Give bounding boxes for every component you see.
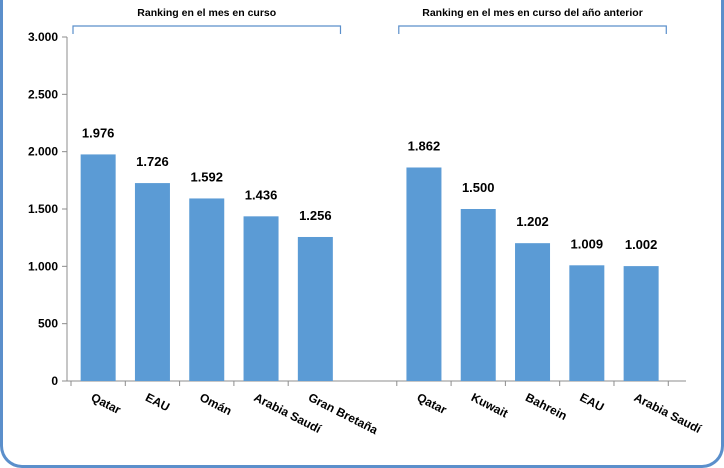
bar [406,167,442,381]
data-label: 1.002 [625,237,658,252]
y-tick-label: 2.500 [28,87,58,101]
bars: 1.976 1.726 1.592 1.436 1.256 1.862 1.500 1.202… [80,125,659,381]
bar [134,183,170,381]
data-label: 1.202 [516,214,549,229]
group-bracket [398,25,667,34]
data-label: 1.256 [299,208,332,223]
y-tick-label: 3.000 [28,30,58,44]
y-tick-label: 0 [51,374,58,388]
x-tick-label: EAU [143,390,172,414]
y-tick-label: 1.500 [28,202,58,216]
bar [189,198,225,381]
group-headers: Ranking en el mes en curso Ranking en el … [72,7,667,34]
x-tick-label: Omán [197,390,234,418]
bar [460,209,496,381]
bar [623,266,659,381]
y-tick-label: 1.000 [28,259,58,273]
x-tick-label: Bahrein [523,390,569,423]
bar [515,243,551,381]
data-label: 1.500 [462,180,495,195]
group-bracket [72,25,342,34]
data-label: 1.592 [190,169,223,184]
x-tick-label: Arabia Saudí [632,390,704,436]
x-tick-label: Kuwait [469,390,510,420]
data-label: 1.726 [136,154,169,169]
x-tick-label: Qatar [89,390,124,417]
group-title: Ranking en el mes en curso [137,7,276,19]
bar [297,236,333,381]
data-label: 1.009 [571,236,604,251]
x-tick-label: EAU [577,390,606,414]
group-title: Ranking en el mes en curso del año anter… [422,7,643,19]
data-label: 1.436 [245,187,278,202]
x-tick-label: Qatar [415,390,450,417]
bar [569,265,605,381]
y-tick-label: 500 [38,317,58,331]
bar [243,216,279,381]
data-label: 1.976 [82,125,115,140]
y-tick-label: 2.000 [28,145,58,159]
bar [80,154,116,381]
data-label: 1.862 [408,138,441,153]
